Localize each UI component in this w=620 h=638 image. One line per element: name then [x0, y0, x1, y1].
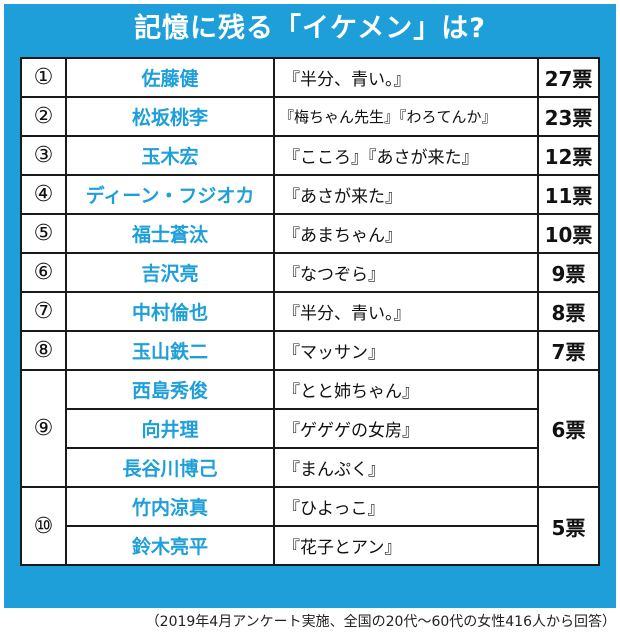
- drama-cell: 『まんぷく』: [273, 447, 539, 488]
- rank-cell: ④: [20, 174, 67, 215]
- votes-cell: 11票: [537, 174, 600, 215]
- votes-cell: 27票: [537, 57, 600, 98]
- votes-cell: 6票: [537, 369, 600, 488]
- drama-cell: 『とと姉ちゃん』: [273, 369, 539, 410]
- name-cell: 中村倫也: [65, 291, 275, 332]
- drama-cell: 『こころ』『あさが来た』: [273, 135, 539, 176]
- survey-note: （2019年4月アンケート実施、全国の20代〜60代の女性416人から回答）: [145, 614, 616, 630]
- votes-cell: 9票: [537, 252, 600, 293]
- votes-cell: 10票: [537, 213, 600, 254]
- rank-cell: ③: [20, 135, 67, 176]
- table-row: ⑥ 吉沢亮 『なつぞら』 9票: [20, 252, 600, 293]
- rank-cell: ②: [20, 96, 67, 137]
- drama-cell: 『ひよっこ』: [273, 486, 539, 527]
- table-row: ⑤ 福士蒼汰 『あまちゃん』 10票: [20, 213, 600, 254]
- name-cell: ディーン・フジオカ: [65, 174, 275, 215]
- name-cell: 玉木宏: [65, 135, 275, 176]
- name-cell: 西島秀俊: [65, 369, 275, 410]
- table-row: 長谷川博己 『まんぷく』: [21, 447, 599, 488]
- name-cell: 玉山鉄二: [65, 330, 275, 371]
- drama-cell: 『あさが来た』: [273, 174, 539, 215]
- table-row: ① 佐藤健 『半分、青い。』 27票: [20, 57, 600, 98]
- ranking-table: ① 佐藤健 『半分、青い。』 27票 ② 松坂桃李 『梅ちゃん先生』『わろてんか…: [20, 57, 600, 566]
- votes-cell: 8票: [537, 291, 600, 332]
- drama-cell: 『梅ちゃん先生』『わろてんか』: [273, 96, 539, 137]
- rank-cell: ⑧: [20, 330, 67, 371]
- rank-cell: ⑤: [20, 213, 67, 254]
- name-cell: 福士蒼汰: [65, 213, 275, 254]
- rank-cell: ⑨: [20, 369, 67, 488]
- drama-cell: 『あまちゃん』: [273, 213, 539, 254]
- name-cell: 松坂桃李: [65, 96, 275, 137]
- drama-cell: 『半分、青い。』: [273, 57, 539, 98]
- name-cell: 佐藤健: [65, 57, 275, 98]
- name-cell: 長谷川博己: [65, 447, 275, 488]
- table-row: 向井理 『ゲゲゲの女房』: [21, 408, 599, 449]
- table-row: ⑦ 中村倫也 『半分、青い。』 8票: [20, 291, 600, 332]
- votes-cell: 7票: [537, 330, 600, 371]
- name-cell: 吉沢亮: [65, 252, 275, 293]
- table-row: ⑧ 玉山鉄二 『マッサン』 7票: [20, 330, 600, 371]
- table-row: ④ ディーン・フジオカ 『あさが来た』 11票: [20, 174, 600, 215]
- table-row: ③ 玉木宏 『こころ』『あさが来た』 12票: [20, 135, 600, 176]
- drama-cell: 『マッサン』: [273, 330, 539, 371]
- rank-cell: ⑦: [20, 291, 67, 332]
- drama-cell: 『なつぞら』: [273, 252, 539, 293]
- ranking-frame: 記憶に残る「イケメン」は? ① 佐藤健 『半分、青い。』 27票 ② 松坂桃李 …: [4, 4, 616, 608]
- table-row: ⑨ 西島秀俊 『とと姉ちゃん』 6票: [20, 369, 600, 488]
- name-cell: 鈴木亮平: [65, 525, 275, 566]
- rank-cell: ⑩: [20, 486, 67, 566]
- name-cell: 向井理: [65, 408, 275, 449]
- drama-cell: 『半分、青い。』: [273, 291, 539, 332]
- drama-cell: 『ゲゲゲの女房』: [273, 408, 539, 449]
- table-row: 鈴木亮平 『花子とアン』: [21, 525, 599, 566]
- votes-cell: 12票: [537, 135, 600, 176]
- votes-cell: 5票: [537, 486, 600, 566]
- votes-cell: 23票: [537, 96, 600, 137]
- drama-cell: 『花子とアン』: [273, 525, 539, 566]
- rank-cell: ①: [20, 57, 67, 98]
- table-row: ⑩ 竹内涼真 『ひよっこ』 5票: [20, 486, 600, 566]
- name-cell: 竹内涼真: [65, 486, 275, 527]
- rank-cell: ⑥: [20, 252, 67, 293]
- ranking-title: 記憶に残る「イケメン」は?: [134, 13, 486, 44]
- table-row: ② 松坂桃李 『梅ちゃん先生』『わろてんか』 23票: [20, 96, 600, 137]
